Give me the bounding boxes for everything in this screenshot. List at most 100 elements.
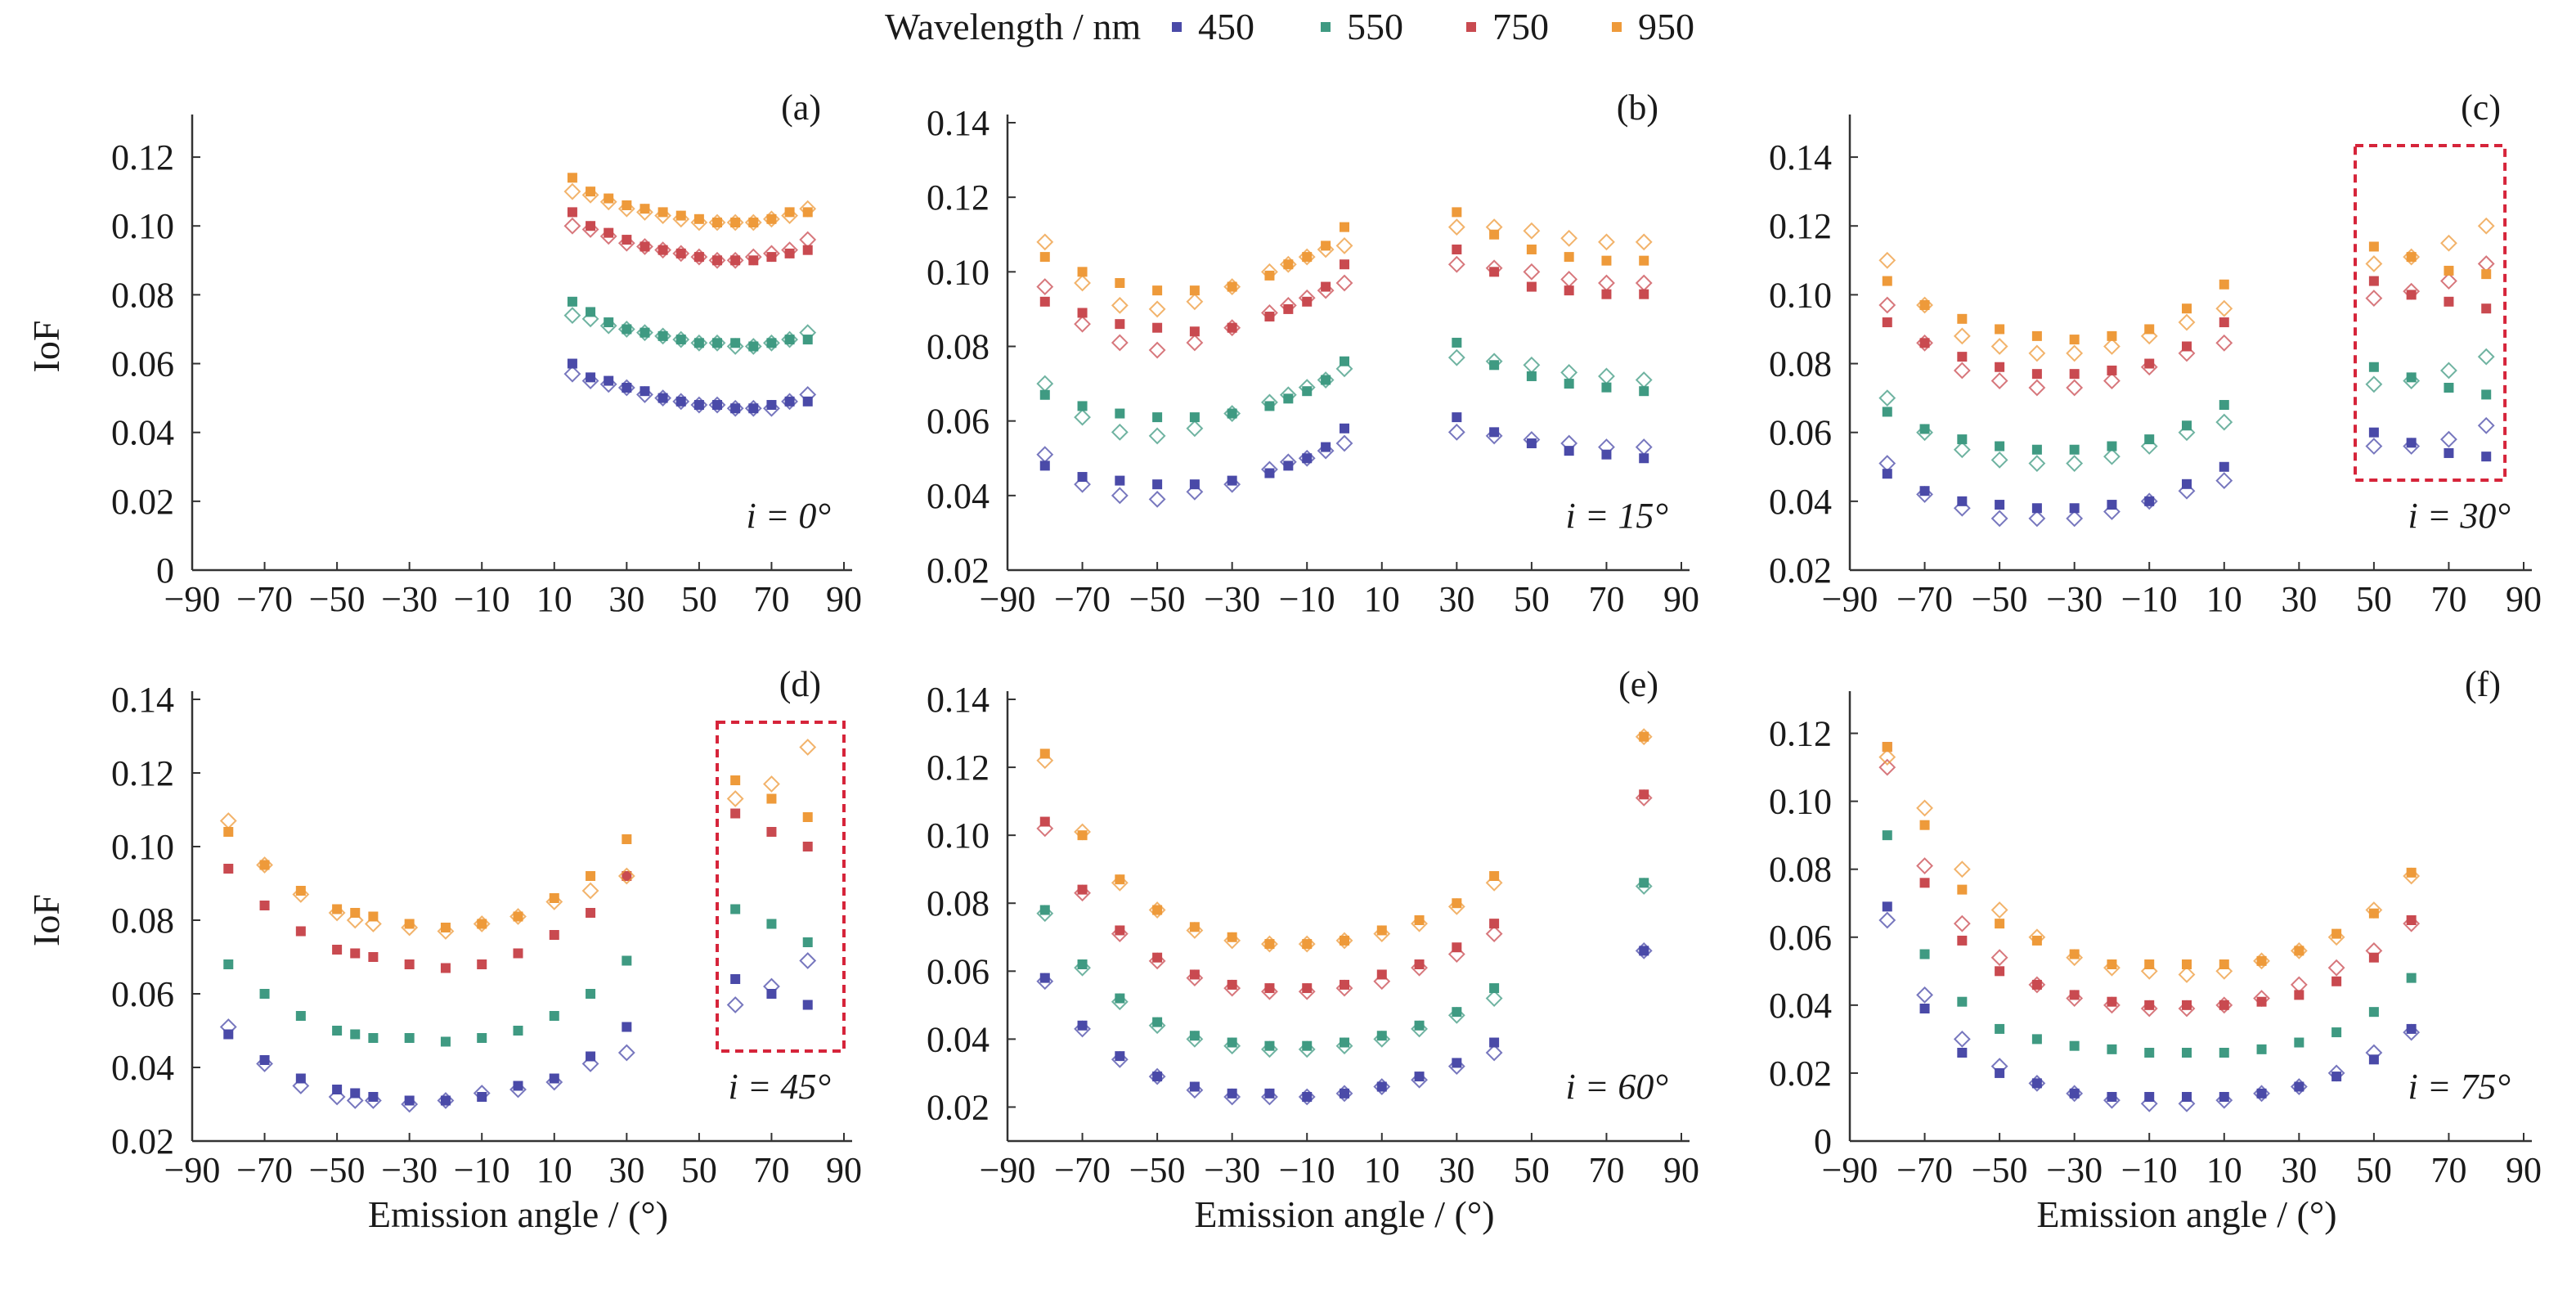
x-tick-label: 90: [1663, 579, 1699, 619]
measured-point: [2406, 372, 2417, 383]
measured-point: [1264, 270, 1275, 281]
measured-point: [2107, 1044, 2117, 1054]
y-tick-label: 0.06: [111, 344, 174, 384]
series-950: [1036, 207, 1653, 318]
y-tick-label: 0.04: [927, 1019, 990, 1059]
y-tick-label: 0.10: [927, 252, 990, 292]
modeled-point: [1560, 229, 1578, 247]
measured-point: [1115, 874, 1125, 885]
measured-point: [675, 396, 686, 407]
modeled-point: [799, 231, 817, 249]
measured-point: [1564, 252, 1574, 263]
measured-point: [567, 173, 577, 183]
y-tick-label: 0.06: [1769, 413, 1832, 453]
measured-point: [332, 1085, 343, 1094]
x-tick-label: −50: [1129, 579, 1186, 619]
modeled-point: [1036, 233, 1054, 251]
measured-point: [1489, 919, 1500, 929]
modeled-point: [1186, 334, 1204, 352]
series-750: [1878, 255, 2495, 397]
modeled-point: [1560, 363, 1578, 381]
y-tick-label: 0.06: [111, 974, 174, 1014]
measured-point: [766, 793, 777, 804]
measured-point: [368, 1092, 379, 1102]
measured-point: [1376, 1081, 1387, 1092]
measured-point: [604, 227, 614, 238]
measured-point: [2107, 996, 2117, 1007]
measured-point: [2219, 959, 2229, 969]
modeled-point: [2365, 255, 2383, 272]
measured-point: [1152, 905, 1163, 915]
modeled-point: [1916, 986, 1933, 1004]
measured-point: [2294, 990, 2304, 1000]
modeled-point: [1111, 423, 1129, 441]
modeled-point: [2477, 255, 2495, 272]
measured-point: [332, 1026, 343, 1036]
measured-point: [513, 1026, 523, 1036]
y-tick-label: 0.02: [927, 1087, 990, 1127]
measured-point: [1077, 1020, 1088, 1031]
y-tick-label: 0.10: [111, 827, 174, 867]
series-950: [219, 739, 817, 940]
measured-point: [223, 959, 234, 969]
measured-point: [1115, 475, 1125, 486]
measured-point: [2331, 928, 2342, 939]
measured-point: [1189, 326, 1200, 337]
measured-point: [802, 396, 813, 407]
measured-point: [730, 904, 741, 914]
measured-point: [748, 403, 759, 414]
measured-point: [657, 245, 668, 255]
modeled-point: [763, 775, 780, 793]
modeled-point: [799, 952, 817, 969]
modeled-point: [2440, 430, 2457, 448]
y-tick-label: 0.02: [111, 482, 174, 522]
x-tick-label: 90: [826, 1150, 862, 1190]
measured-point: [295, 1073, 306, 1084]
modeled-point: [617, 1044, 635, 1062]
measured-point: [1077, 830, 1088, 841]
measured-point: [223, 864, 234, 874]
measured-point: [622, 324, 632, 335]
measured-point: [1564, 285, 1574, 296]
y-tick-label: 0.04: [1769, 986, 1832, 1026]
measured-point: [1227, 1037, 1237, 1048]
x-tick-label: −90: [1822, 1150, 1878, 1190]
measured-point: [640, 386, 650, 397]
modeled-point: [1485, 1044, 1503, 1062]
measured-point: [2182, 479, 2192, 489]
measured-point: [1919, 820, 1930, 830]
measured-point: [2481, 269, 2492, 280]
measured-point: [2444, 382, 2454, 393]
measured-point: [1639, 731, 1649, 742]
series-450: [1036, 412, 1653, 508]
measured-point: [1227, 475, 1237, 486]
measured-point: [1227, 408, 1237, 419]
y-tick-label: 0.04: [111, 1048, 174, 1088]
modeled-point: [726, 996, 744, 1013]
measured-point: [1302, 983, 1313, 994]
modeled-point: [2028, 379, 2046, 397]
measured-point: [1919, 486, 1930, 496]
measured-point: [404, 919, 415, 929]
modeled-point: [1036, 278, 1054, 295]
y-tick-label: 0.14: [927, 103, 990, 143]
measured-point: [1489, 427, 1500, 438]
measured-point: [1376, 969, 1387, 980]
measured-point: [1340, 259, 1349, 270]
y-tick-label: 0.08: [111, 901, 174, 941]
modeled-point: [1878, 455, 1896, 472]
modeled-point: [1990, 510, 2008, 528]
legend-title: Wavelength / nm: [885, 6, 1142, 47]
measured-point: [2294, 1037, 2304, 1048]
incidence-label: i = 30°: [2408, 496, 2511, 536]
measured-point: [2368, 1007, 2379, 1018]
measured-point: [712, 338, 723, 348]
measured-point: [1452, 207, 1462, 218]
modeled-point: [2440, 362, 2457, 380]
measured-point: [1919, 424, 1930, 434]
legend: Wavelength / nm 450 550 750 950: [0, 0, 2576, 49]
modeled-point: [1036, 375, 1054, 393]
measured-point: [748, 341, 759, 352]
measured-point: [1264, 468, 1275, 479]
measured-point: [2031, 979, 2042, 990]
